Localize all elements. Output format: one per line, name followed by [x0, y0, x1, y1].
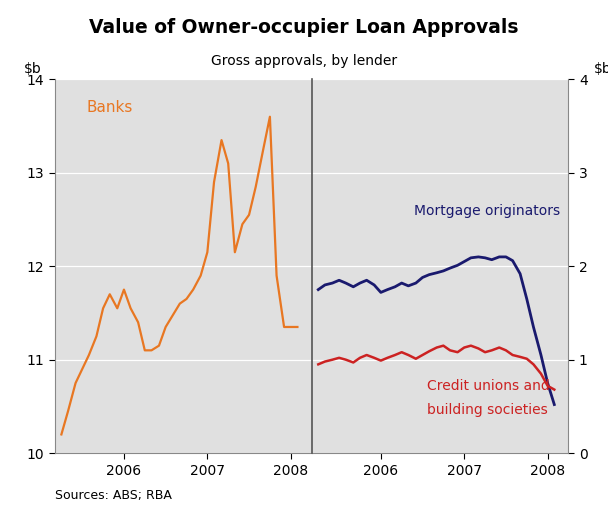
Text: Banks: Banks	[86, 100, 133, 115]
Text: Credit unions and: Credit unions and	[427, 378, 550, 393]
Text: Mortgage originators: Mortgage originators	[414, 204, 561, 218]
Text: Gross approvals, by lender: Gross approvals, by lender	[211, 54, 397, 68]
Text: Value of Owner-occupier Loan Approvals: Value of Owner-occupier Loan Approvals	[89, 18, 519, 37]
Text: Sources: ABS; RBA: Sources: ABS; RBA	[55, 489, 171, 502]
Text: $b: $b	[594, 61, 608, 76]
Text: $b: $b	[24, 61, 41, 76]
Text: building societies: building societies	[427, 403, 547, 417]
